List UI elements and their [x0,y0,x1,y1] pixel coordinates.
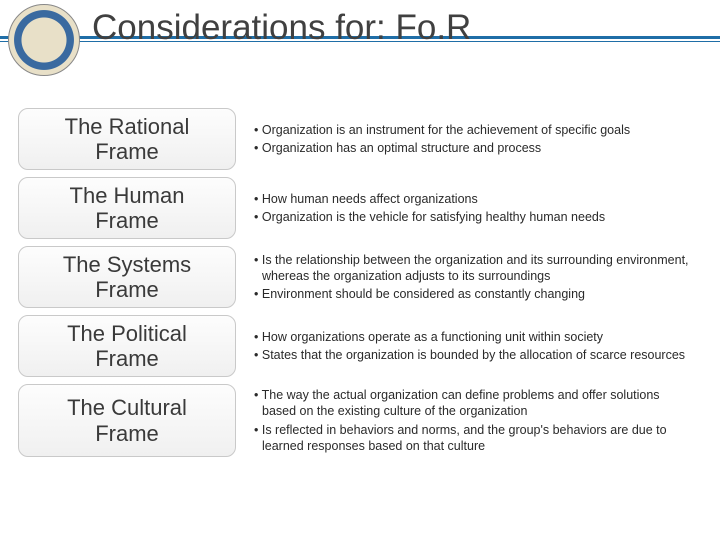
frame-bullets: Is the relationship between the organiza… [236,246,702,308]
frame-bullets: How organizations operate as a functioni… [236,315,702,377]
frame-row: The Human Frame How human needs affect o… [18,177,702,239]
bullet-item: Is the relationship between the organiza… [254,252,696,285]
frame-label-line: Frame [95,208,159,233]
bullet-item: Organization has an optimal structure an… [254,140,696,156]
frame-bullets: Organization is an instrument for the ac… [236,108,702,170]
frame-row: The Political Frame How organizations op… [18,315,702,377]
bullet-item: Is reflected in behaviors and norms, and… [254,422,696,455]
frame-label-line: Frame [95,277,159,302]
frame-label-systems: The Systems Frame [18,246,236,308]
frame-label-political: The Political Frame [18,315,236,377]
frame-row: The Cultural Frame The way the actual or… [18,384,702,457]
frame-bullets: How human needs affect organizations Org… [236,177,702,239]
bullet-item: The way the actual organization can defi… [254,387,696,420]
frames-container: The Rational Frame Organization is an in… [18,108,702,464]
frame-row: The Rational Frame Organization is an in… [18,108,702,170]
frame-label-human: The Human Frame [18,177,236,239]
frame-bullets: The way the actual organization can defi… [236,384,702,457]
page-title: Considerations for: Fo.R [92,8,471,48]
frame-label-line: The Rational [65,114,190,139]
logo-badge [8,4,80,76]
bullet-item: States that the organization is bounded … [254,347,696,363]
frame-label-line: The Political [67,321,187,346]
bullet-item: Organization is an instrument for the ac… [254,122,696,138]
frame-label-line: The Systems [63,252,191,277]
bullet-item: Organization is the vehicle for satisfyi… [254,209,696,225]
frame-label-line: Frame [95,139,159,164]
frame-label-line: Frame [95,421,159,446]
bullet-item: How organizations operate as a functioni… [254,329,696,345]
frame-label-line: The Cultural [67,395,187,420]
frame-label-line: Frame [95,346,159,371]
frame-label-cultural: The Cultural Frame [18,384,236,457]
frame-label-line: The Human [70,183,185,208]
frame-row: The Systems Frame Is the relationship be… [18,246,702,308]
bullet-item: Environment should be considered as cons… [254,286,696,302]
bullet-item: How human needs affect organizations [254,191,696,207]
frame-label-rational: The Rational Frame [18,108,236,170]
